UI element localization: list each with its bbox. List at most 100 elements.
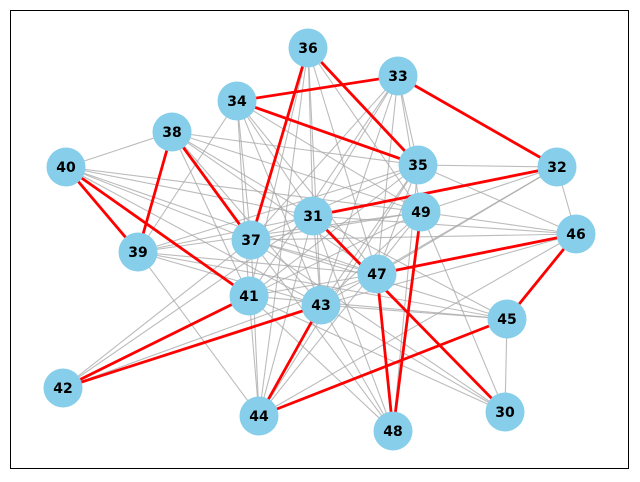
graph-edge [320, 75, 399, 306]
graph-edge-highlighted [258, 317, 508, 418]
graph-node-label-48: 48 [383, 424, 402, 440]
graph-edge [250, 211, 422, 241]
graph-edge [248, 211, 422, 297]
graph-node-label-46: 46 [566, 227, 585, 243]
graph-node-label-49: 49 [411, 205, 430, 221]
graph-node-48 [373, 411, 413, 451]
graph-edge [307, 47, 378, 275]
graph-edge-highlighted [376, 232, 577, 276]
graph-edge [248, 295, 508, 320]
graph-edge [258, 233, 577, 417]
graph-edge [248, 295, 260, 417]
graph-edge-highlighted [375, 273, 395, 432]
graph-node-40 [46, 147, 86, 187]
graph-edge [236, 100, 250, 297]
graph-edge [65, 166, 314, 217]
graph-edge [250, 239, 394, 432]
graph-edge [312, 215, 394, 432]
graph-edge [248, 164, 419, 297]
graph-edge [250, 239, 378, 275]
graph-edge-highlighted [236, 74, 399, 103]
graph-node-35 [398, 145, 438, 185]
graph-edge [312, 215, 577, 235]
graph-edge [250, 75, 399, 241]
graph-node-36 [288, 28, 328, 68]
graph-node-label-31: 31 [303, 209, 322, 225]
graph-node-37 [231, 220, 271, 260]
graph-node-label-41: 41 [239, 289, 258, 305]
graph-edge [137, 251, 260, 417]
graph-edge [307, 47, 422, 213]
graph-edge-highlighted [306, 47, 420, 166]
graph-edge [307, 47, 314, 217]
graph-edge [65, 166, 378, 275]
graph-edge [397, 75, 422, 213]
graph-edge [137, 211, 422, 253]
graph-node-38 [152, 112, 192, 152]
graph-edge-highlighted [136, 131, 174, 253]
graph-node-label-39: 39 [128, 245, 147, 261]
graph-edge [171, 131, 314, 217]
graph-edge [250, 239, 506, 413]
graph-node-46 [556, 214, 596, 254]
graph-edge [62, 239, 252, 389]
graph-edge [258, 47, 309, 417]
graph-node-label-30: 30 [495, 405, 515, 421]
graph-edge-highlighted [249, 47, 310, 241]
graph-node-45 [487, 299, 527, 339]
graph-edge [171, 131, 250, 297]
graph-edge [236, 100, 252, 241]
graph-edge-highlighted [170, 131, 253, 241]
graph-node-label-38: 38 [162, 125, 181, 141]
graph-edge-highlighted [62, 294, 250, 390]
graph-node-41 [229, 276, 269, 316]
graph-node-label-36: 36 [298, 41, 317, 57]
graph-edge-highlighted [65, 165, 250, 298]
graph-edge-highlighted [312, 165, 558, 218]
graph-node-31 [293, 196, 333, 236]
graph-edge [248, 295, 506, 413]
graph-edge [250, 164, 419, 241]
graph-edge [137, 251, 322, 306]
graph-edge [171, 131, 419, 166]
graph-edge [417, 164, 558, 168]
graph-edge-highlighted [62, 303, 322, 390]
graph-edge [248, 295, 394, 432]
graph-node-label-37: 37 [241, 233, 260, 249]
graph-node-label-43: 43 [311, 298, 330, 314]
graph-node-44 [239, 396, 279, 436]
graph-edge-highlighted [236, 99, 419, 167]
graph-node-label-35: 35 [408, 158, 427, 174]
graph-edge [417, 164, 577, 235]
graph-edge [137, 251, 378, 275]
graph-edge [137, 100, 238, 253]
graph-node-34 [217, 81, 257, 121]
graph-edge [137, 215, 314, 253]
graph-edge [320, 304, 506, 413]
graph-node-47 [357, 254, 397, 294]
graph-node-label-34: 34 [227, 94, 247, 110]
graph-node-label-42: 42 [53, 381, 72, 397]
graph-edge-highlighted [391, 211, 423, 432]
graph-edge [248, 75, 399, 297]
graph-node-32 [537, 147, 577, 187]
graph-node-39 [118, 232, 158, 272]
graph-edge [248, 273, 378, 297]
graph-node-label-47: 47 [367, 267, 386, 283]
graph-edge [258, 211, 422, 417]
graph-edge [420, 211, 506, 413]
graph-node-30 [485, 392, 525, 432]
graph-edge [320, 304, 508, 320]
graph-edge [420, 211, 577, 235]
graph-node-label-33: 33 [388, 69, 407, 85]
graph-node-49 [401, 192, 441, 232]
graph-node-42 [43, 368, 83, 408]
graph-edge-highlighted [397, 74, 558, 169]
graph-node-33 [378, 56, 418, 96]
graph-edge [258, 164, 419, 417]
graph-edge [236, 100, 322, 306]
graph-edge [65, 166, 252, 241]
graph-edge [250, 239, 260, 417]
